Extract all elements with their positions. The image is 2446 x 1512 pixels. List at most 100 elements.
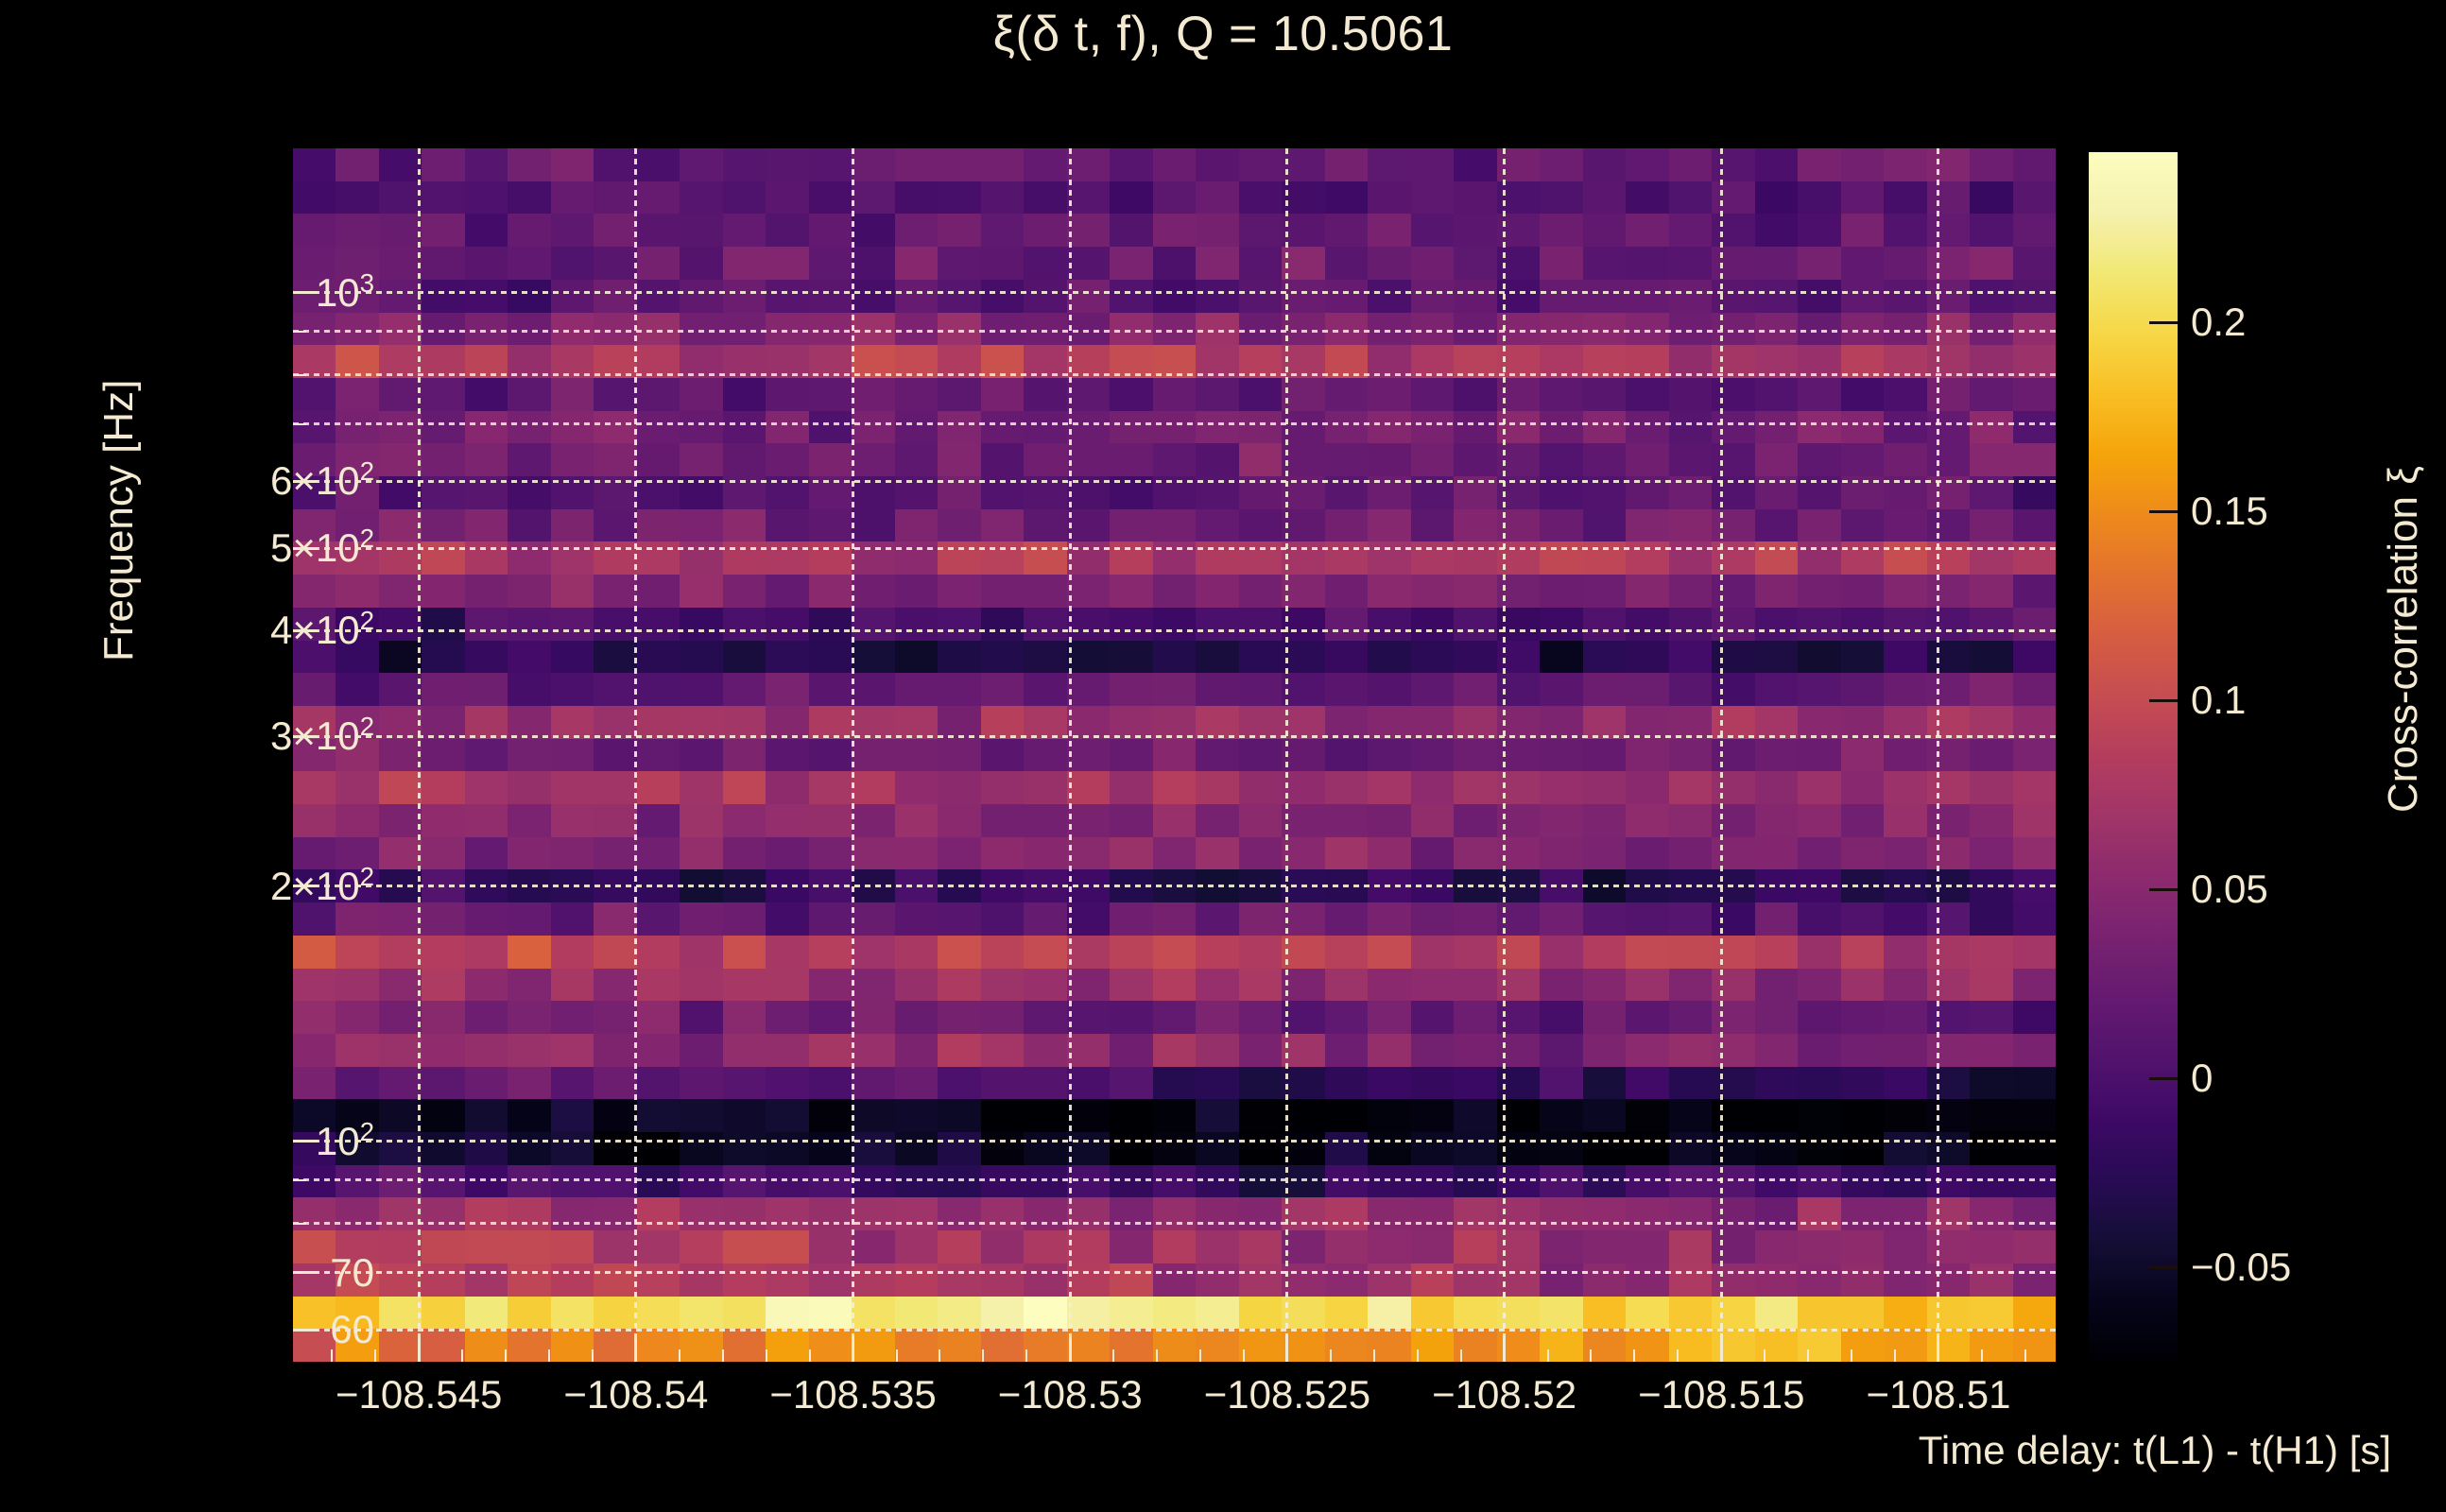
heatmap-cell [1840, 148, 1885, 181]
heatmap-cell [1368, 575, 1411, 608]
heatmap-cell [980, 673, 1025, 706]
heatmap-cell [1454, 443, 1497, 477]
heatmap-cell [766, 575, 809, 608]
heatmap-cell [594, 476, 637, 509]
heatmap-cell [1454, 1001, 1497, 1034]
heatmap-cell [1152, 476, 1197, 509]
heatmap-cell [1282, 640, 1325, 674]
heatmap-cell [293, 836, 336, 870]
x-tick-minor [374, 1349, 377, 1362]
heatmap-cell [1496, 1066, 1541, 1100]
heatmap-cell [1884, 180, 1927, 215]
heatmap-cell [1712, 1066, 1755, 1100]
heatmap-cell [1970, 1197, 2013, 1231]
heatmap-cell [1238, 607, 1283, 641]
x-tick-minor [461, 1349, 464, 1362]
heatmap-cell [852, 836, 895, 870]
heatmap-cell [2012, 902, 2056, 936]
heatmap-cell [1626, 1197, 1669, 1231]
heatmap-cell [808, 1001, 853, 1034]
heatmap-cell [766, 508, 809, 542]
heatmap-cell [1884, 214, 1927, 248]
heatmap-cell [766, 541, 809, 576]
heatmap-cell [2012, 1164, 2056, 1198]
heatmap-cell [293, 1296, 336, 1330]
heatmap-cell [1970, 902, 2013, 936]
heatmap-cell [980, 1099, 1025, 1133]
heatmap-cell [1196, 804, 1239, 837]
heatmap-cell [1582, 279, 1627, 313]
heatmap-cell [336, 1263, 379, 1297]
heatmap-cell [550, 1033, 594, 1067]
heatmap-cell [1196, 541, 1239, 576]
heatmap-cell [1884, 771, 1927, 805]
heatmap-cell [1324, 1001, 1369, 1034]
heatmap-cell [1410, 247, 1455, 280]
heatmap-cell [852, 738, 895, 772]
heatmap-cell [894, 1001, 939, 1034]
heatmap-cell [894, 1230, 939, 1263]
x-tick-minor [1459, 1349, 1462, 1362]
heatmap-cell [722, 443, 767, 477]
heatmap-cell [980, 148, 1025, 181]
heatmap-cell [594, 214, 637, 248]
heatmap-cell [808, 705, 853, 739]
heatmap-cell [808, 247, 853, 280]
heatmap-cell [1798, 476, 1841, 509]
heatmap-cell [1324, 1329, 1369, 1362]
colorbar[interactable] [2089, 152, 2178, 1362]
heatmap-cell [1368, 935, 1411, 969]
heatmap-cell [1196, 180, 1239, 215]
heatmap-cell [980, 804, 1025, 837]
heatmap-cell [1454, 377, 1497, 411]
heatmap-cell [1840, 804, 1885, 837]
heatmap-cell [766, 345, 809, 378]
heatmap-cell [1410, 968, 1455, 1002]
heatmap-cell [1970, 673, 2013, 706]
heatmap-cell [808, 345, 853, 378]
heatmap-cell [1840, 345, 1885, 378]
heatmap-cell [293, 1263, 336, 1297]
heatmap-cell [1496, 345, 1541, 378]
heatmap-cell [1066, 1033, 1111, 1067]
heatmap-cell [1324, 968, 1369, 1002]
heatmap-cell [1024, 148, 1067, 181]
heatmap-cell [1582, 1001, 1627, 1034]
heatmap-cell [2012, 869, 2056, 903]
heatmap-cell [1282, 804, 1325, 837]
heatmap-cell [1712, 1296, 1755, 1330]
heatmap-cell [1754, 1230, 1799, 1263]
heatmap-cell [1712, 738, 1755, 772]
x-tick-minor [939, 1349, 941, 1362]
heatmap-cell [1712, 935, 1755, 969]
heatmap-cell [1798, 738, 1841, 772]
y-tick-label: 102 [315, 1116, 374, 1163]
heatmap-cell [1668, 1263, 1713, 1297]
heatmap-cell [2012, 1197, 2056, 1231]
heatmap-cell [464, 1033, 508, 1067]
heatmap-cell [1282, 1197, 1325, 1231]
heatmap-cell [1152, 1164, 1197, 1198]
heatmap-cell [894, 1099, 939, 1133]
heatmap-cell [1496, 410, 1541, 444]
heatmap-cell [2012, 1099, 2056, 1133]
heatmap-cell [1066, 377, 1111, 411]
heatmap-cell [594, 771, 637, 805]
heatmap-cell [1110, 1066, 1153, 1100]
heatmap-cell [1840, 1033, 1885, 1067]
heatmap-cell [1496, 575, 1541, 608]
heatmap-cell [378, 443, 422, 477]
heatmap-cell [1238, 476, 1283, 509]
heatmap-cell [378, 1132, 422, 1165]
heatmap-cell [1024, 1132, 1067, 1165]
heatmap-cell [1410, 705, 1455, 739]
heatmap-cell [1196, 1033, 1239, 1067]
heatmap-cell [1024, 902, 1067, 936]
heatmap-cell [766, 443, 809, 477]
heatmap-cell [766, 410, 809, 444]
heatmap-cell [1066, 443, 1111, 477]
x-tick-major [634, 1339, 638, 1362]
heatmap-cell [1926, 1033, 1971, 1067]
heatmap-plot-area[interactable] [293, 148, 2056, 1362]
heatmap-cell [1970, 247, 2013, 280]
